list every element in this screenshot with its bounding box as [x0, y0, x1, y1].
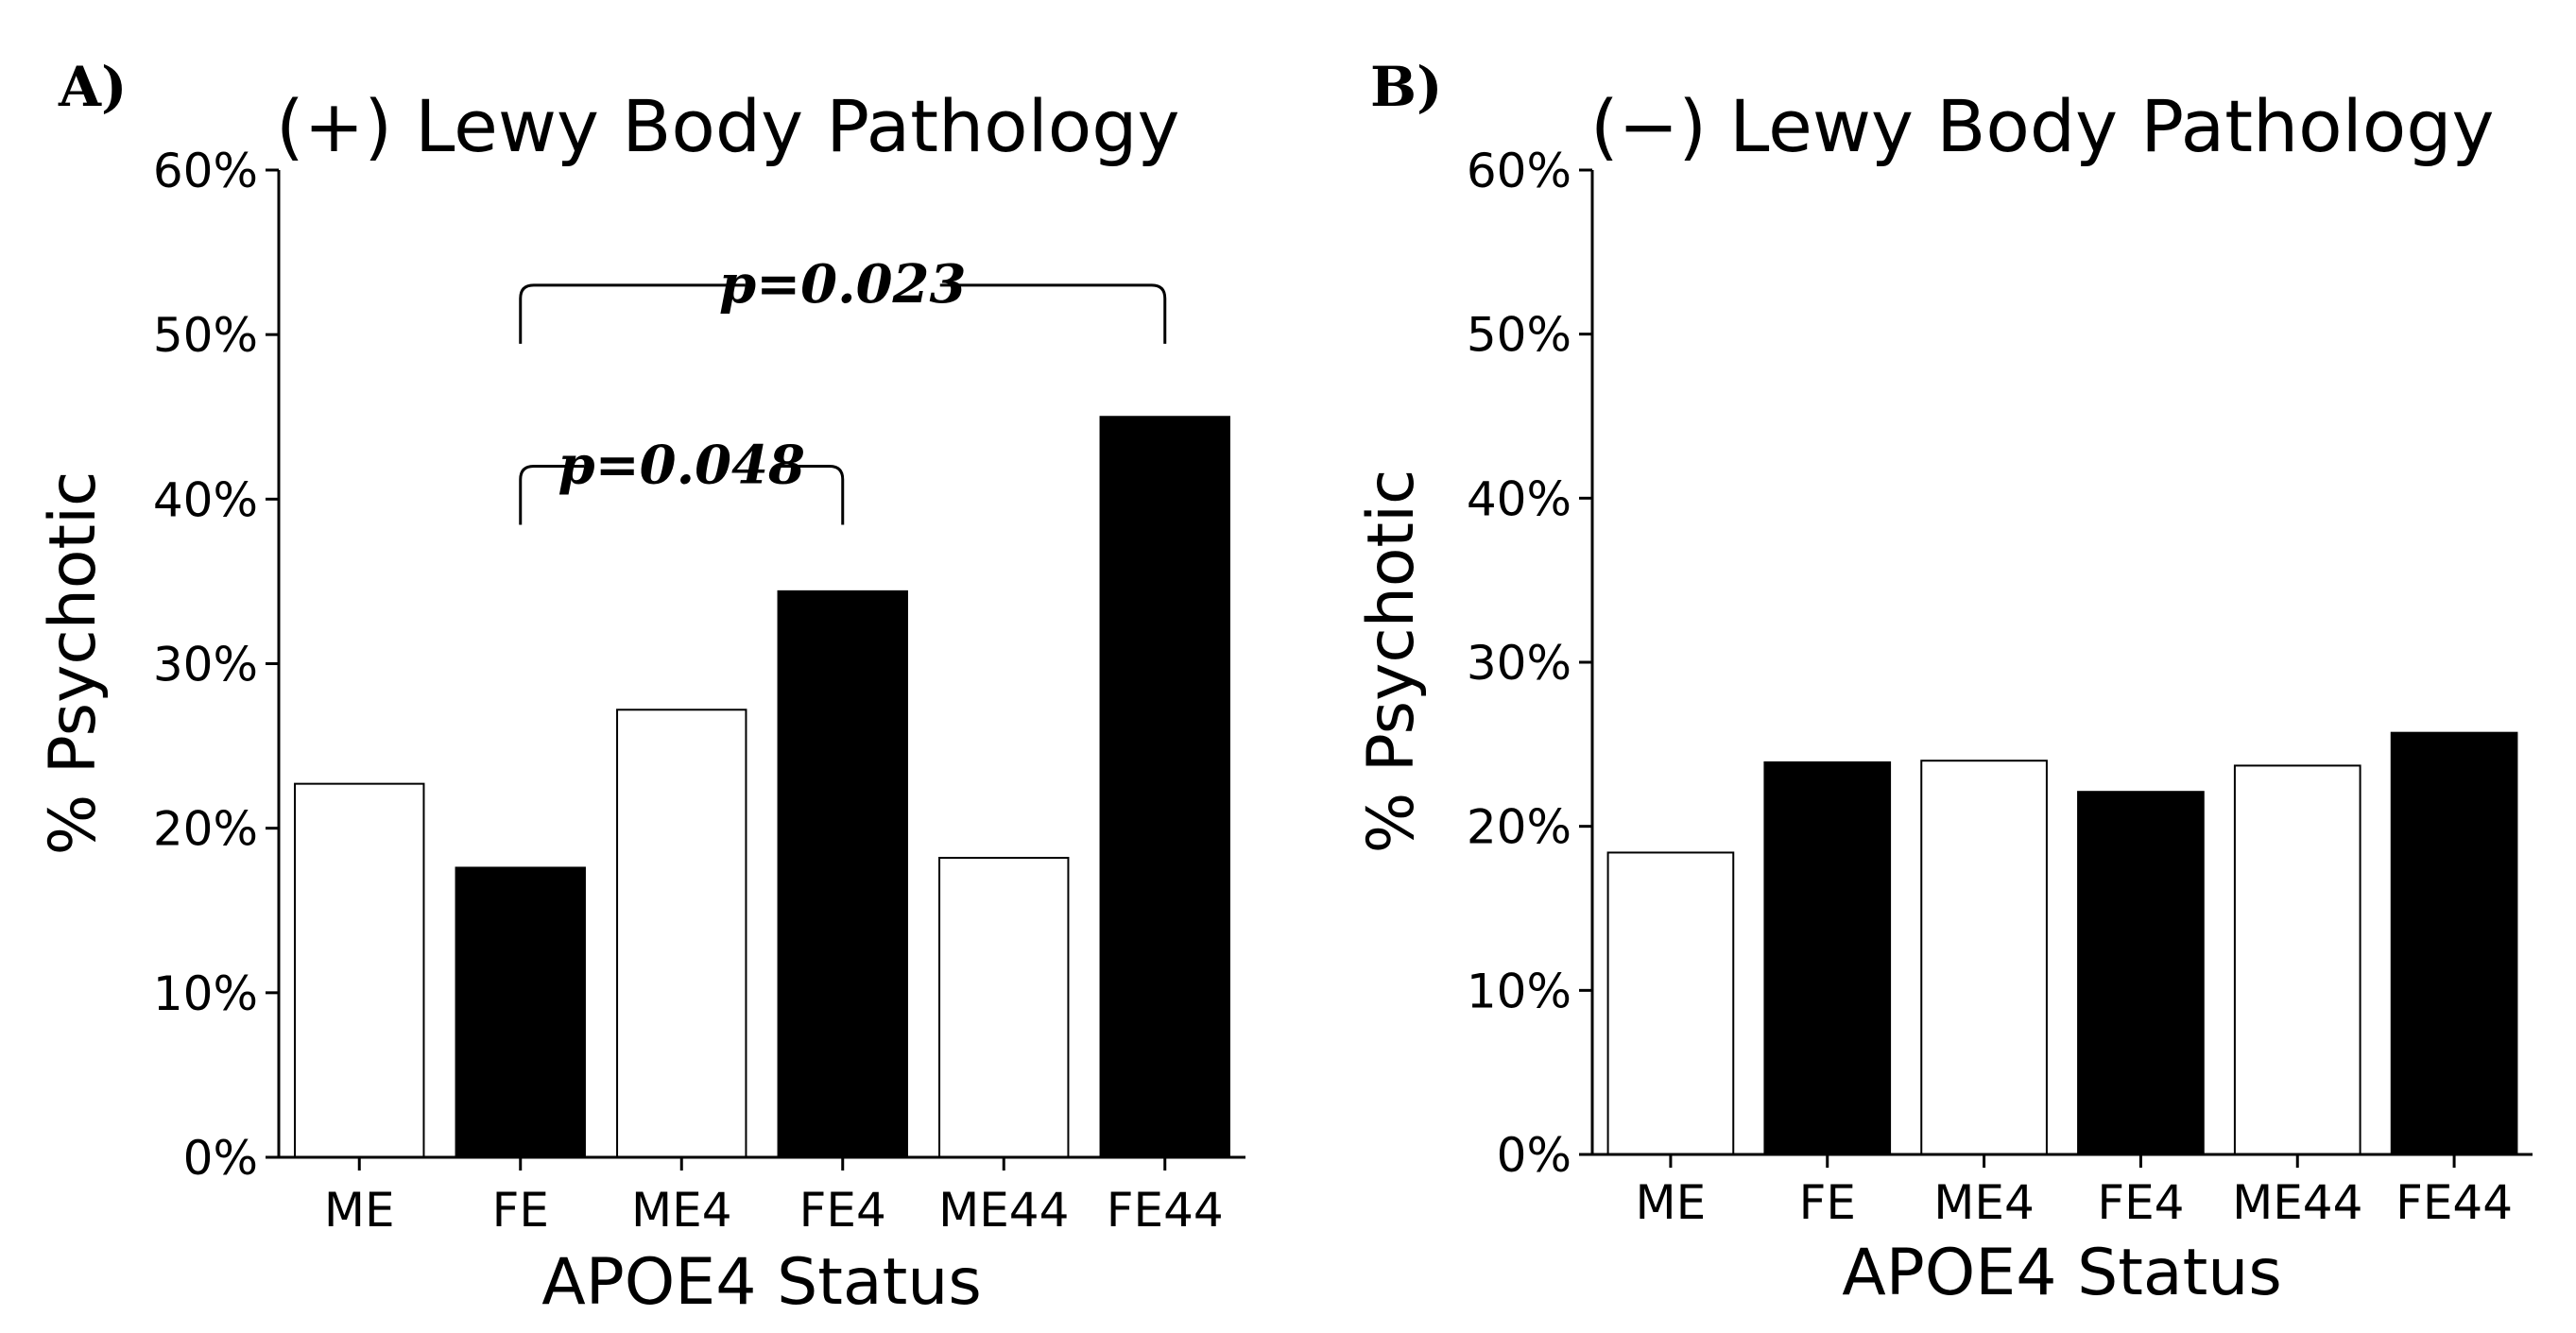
x-axis-label: APOE4 Status	[541, 1245, 982, 1320]
x-tick-label-me: ME	[1636, 1175, 1707, 1230]
chart-title: (+) Lewy Body Pathology	[276, 84, 1180, 168]
significance-label-2: p=0.023	[719, 253, 966, 316]
x-tick-label-me4: ME4	[1933, 1175, 2035, 1230]
x-tick-label-fe44: FE44	[2396, 1175, 2513, 1230]
bar-me	[1606, 851, 1735, 1155]
bar-fe44	[2390, 731, 2518, 1156]
y-tick-label: 40%	[153, 472, 258, 527]
bar-fe	[455, 866, 586, 1158]
x-tick-label-me44: ME44	[938, 1183, 1069, 1238]
panel-label: A)	[58, 55, 127, 119]
x-tick-label-me4: ME4	[631, 1183, 732, 1238]
y-tick-label: 50%	[1467, 308, 1571, 363]
panel-label: B)	[1370, 55, 1442, 119]
bar-me4	[1920, 760, 2048, 1155]
chart-title: (−) Lewy Body Pathology	[1590, 84, 2495, 168]
x-tick-label-fe: FE	[492, 1183, 549, 1238]
y-tick-label: 0%	[1497, 1128, 1571, 1183]
chart-panel-b: B) (−) Lewy Body Pathology 0% 10% 20% 30% 40% 5…	[1354, 55, 2533, 1310]
x-tick-label-fe4: FE4	[799, 1183, 886, 1238]
significance-label-backing	[584, 456, 780, 476]
y-axis-label: % Psychotic	[1354, 470, 1429, 854]
x-axis-label: APOE4 Status	[1842, 1236, 2282, 1310]
x-tick-label-fe44: FE44	[1107, 1183, 1224, 1238]
bar-me44	[2233, 764, 2361, 1155]
y-tick-label: 0%	[183, 1131, 258, 1186]
chart-panel-a: A) (+) Lewy Body Pathology 0% 10% 20% 30% 40% 5…	[36, 55, 1245, 1320]
bar-me4	[616, 709, 747, 1158]
y-tick-label: 60%	[153, 144, 258, 198]
x-tick-label-me44: ME44	[2232, 1175, 2362, 1230]
x-tick-label-fe: FE	[1799, 1175, 1856, 1230]
bar-me	[294, 782, 425, 1158]
bar-me44	[938, 857, 1070, 1158]
significance-label-backing	[745, 275, 940, 295]
y-tick-label: 30%	[153, 638, 258, 692]
y-axis-label: % Psychotic	[36, 471, 111, 856]
y-tick-label: 10%	[1467, 964, 1571, 1018]
y-tick-label: 50%	[153, 308, 258, 363]
y-tick-label: 20%	[153, 802, 258, 857]
y-tick-label: 60%	[1467, 144, 1571, 198]
significance-label-1: p=0.048	[558, 435, 805, 497]
bar-fe	[1763, 760, 1892, 1155]
bar-fe4	[2077, 791, 2205, 1155]
x-tick-label-me: ME	[324, 1183, 395, 1238]
y-tick-label: 40%	[1467, 471, 1571, 526]
y-tick-label: 20%	[1467, 800, 1571, 855]
bar-fe4	[777, 590, 908, 1158]
x-tick-label-fe4: FE4	[2097, 1175, 2184, 1230]
y-tick-label: 30%	[1467, 636, 1571, 691]
bar-fe44	[1099, 416, 1230, 1158]
y-tick-label: 10%	[153, 966, 258, 1021]
